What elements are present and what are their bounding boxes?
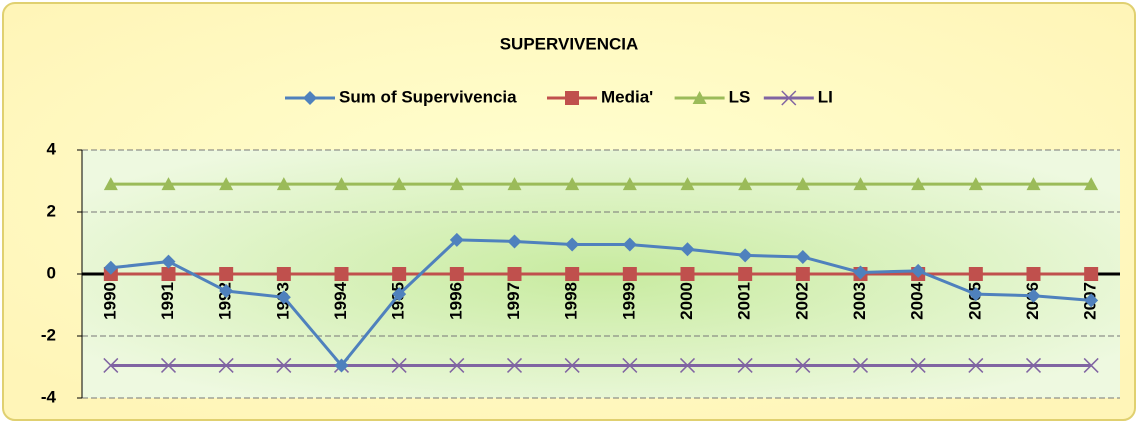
legend-marker	[692, 91, 707, 104]
marker	[680, 242, 695, 257]
marker	[161, 177, 176, 191]
marker	[219, 284, 234, 299]
marker	[795, 267, 810, 281]
marker	[738, 248, 753, 263]
x-tick-label: 2004	[908, 281, 927, 319]
marker	[391, 357, 407, 373]
marker	[161, 267, 176, 281]
x-tick-label: 1991	[158, 282, 177, 320]
x-tick-label: 1998	[562, 282, 581, 320]
legend-label: Media'	[601, 87, 653, 106]
marker	[276, 290, 291, 305]
marker	[565, 267, 580, 281]
x-tick-label: 2003	[850, 282, 869, 320]
x-tick-label: 1996	[446, 282, 465, 320]
chart-title: SUPERVIVENCIA	[500, 34, 639, 53]
x-tick-label: 1990	[100, 282, 119, 320]
marker	[507, 267, 522, 281]
marker	[853, 177, 868, 191]
marker	[392, 267, 407, 281]
marker	[910, 357, 926, 373]
series-line	[110, 238, 1092, 368]
marker	[1083, 357, 1099, 373]
marker	[1025, 357, 1042, 373]
marker	[161, 254, 176, 269]
legend-marker	[781, 90, 797, 106]
marker	[853, 265, 868, 280]
legend-label: Sum of Supervivencia	[339, 87, 517, 106]
marker	[565, 237, 580, 252]
marker	[968, 267, 983, 281]
marker	[392, 177, 407, 191]
marker	[968, 177, 983, 191]
marker	[622, 177, 637, 191]
x-tick-label: 2002	[792, 282, 811, 320]
marker	[738, 177, 753, 191]
legend-label: LS	[729, 87, 751, 106]
marker	[1084, 267, 1099, 281]
marker	[737, 357, 753, 373]
marker	[968, 357, 984, 373]
marker	[103, 177, 118, 191]
marker	[449, 177, 464, 191]
marker	[622, 357, 638, 373]
marker	[276, 267, 291, 281]
marker	[852, 357, 869, 373]
marker	[449, 267, 464, 281]
marker	[1026, 177, 1041, 191]
marker	[738, 267, 753, 281]
marker	[506, 357, 523, 373]
marker	[680, 267, 695, 281]
marker	[622, 237, 637, 252]
marker	[103, 357, 119, 373]
marker	[507, 177, 522, 191]
marker	[1026, 267, 1041, 281]
marker	[160, 357, 177, 373]
marker	[449, 357, 465, 373]
x-tick-label: 2005	[965, 282, 984, 320]
marker	[219, 267, 234, 281]
y-tick-label: 2	[47, 201, 56, 220]
marker	[795, 357, 811, 373]
marker	[392, 287, 407, 302]
marker	[334, 267, 349, 281]
marker	[1026, 288, 1041, 303]
marker	[1084, 293, 1099, 308]
x-tick-label: 2000	[677, 282, 696, 320]
marker	[334, 358, 349, 373]
marker	[968, 287, 983, 302]
marker	[911, 263, 926, 278]
marker	[564, 357, 580, 373]
x-tick-label: 1994	[331, 281, 350, 319]
marker	[911, 177, 926, 191]
marker	[507, 234, 522, 249]
marker	[565, 177, 580, 191]
y-tick-label: -4	[41, 387, 57, 406]
y-tick-label: 4	[47, 139, 57, 158]
marker	[219, 177, 234, 191]
marker	[622, 267, 637, 281]
marker	[680, 177, 695, 191]
marker	[276, 177, 291, 191]
marker	[334, 177, 349, 191]
marker	[795, 249, 810, 264]
legend-label: LI	[818, 87, 833, 106]
y-tick-label: -2	[41, 325, 56, 344]
marker	[103, 260, 118, 275]
marker	[218, 357, 234, 373]
marker	[795, 177, 810, 191]
legend-marker	[565, 91, 579, 105]
x-tick-label: 1997	[504, 282, 523, 320]
marker	[1084, 177, 1099, 191]
marker	[276, 357, 292, 373]
x-tick-label: 1999	[619, 282, 638, 320]
marker	[449, 232, 464, 247]
y-tick-label: 0	[47, 263, 56, 282]
x-tick-label: 2001	[735, 282, 754, 320]
legend-marker	[303, 91, 317, 105]
marker	[679, 357, 696, 373]
